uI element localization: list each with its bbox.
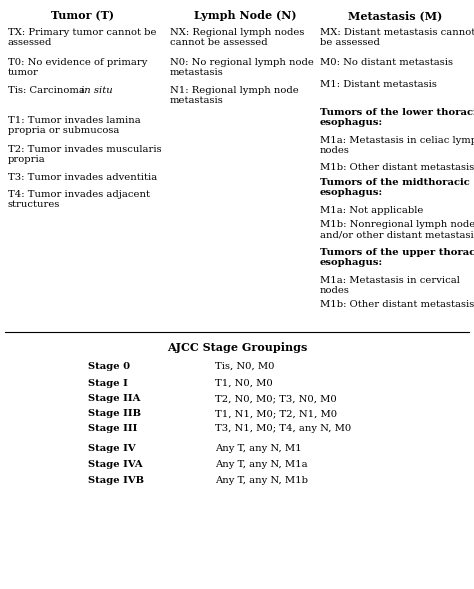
Text: AJCC Stage Groupings: AJCC Stage Groupings xyxy=(167,342,307,353)
Text: T3: Tumor invades adventitia: T3: Tumor invades adventitia xyxy=(8,173,157,182)
Text: M0: No distant metastasis: M0: No distant metastasis xyxy=(320,58,453,67)
Text: M1: Distant metastasis: M1: Distant metastasis xyxy=(320,80,437,89)
Text: T1, N0, M0: T1, N0, M0 xyxy=(215,379,273,388)
Text: N0: No regional lymph node
metastasis: N0: No regional lymph node metastasis xyxy=(170,58,314,77)
Text: Stage IIB: Stage IIB xyxy=(88,409,141,418)
Text: Tumors of the upper thoracic
esophagus:: Tumors of the upper thoracic esophagus: xyxy=(320,248,474,267)
Text: T0: No evidence of primary
tumor: T0: No evidence of primary tumor xyxy=(8,58,147,77)
Text: Stage IV: Stage IV xyxy=(88,444,136,453)
Text: Lymph Node (N): Lymph Node (N) xyxy=(194,10,296,21)
Text: Metastasis (M): Metastasis (M) xyxy=(348,10,442,21)
Text: in situ: in situ xyxy=(81,86,113,95)
Text: NX: Regional lymph nodes
cannot be assessed: NX: Regional lymph nodes cannot be asses… xyxy=(170,28,304,47)
Text: Stage III: Stage III xyxy=(88,424,137,433)
Text: Tumor (T): Tumor (T) xyxy=(52,10,115,21)
Text: M1b: Other distant metastasis: M1b: Other distant metastasis xyxy=(320,163,474,172)
Text: Tumors of the midthoracic
esophagus:: Tumors of the midthoracic esophagus: xyxy=(320,178,470,197)
Text: T4: Tumor invades adjacent
structures: T4: Tumor invades adjacent structures xyxy=(8,190,150,210)
Text: Tumors of the lower thoracic
esophagus:: Tumors of the lower thoracic esophagus: xyxy=(320,108,474,127)
Text: Any T, any N, M1: Any T, any N, M1 xyxy=(215,444,301,453)
Text: Stage 0: Stage 0 xyxy=(88,362,130,371)
Text: T1, N1, M0; T2, N1, M0: T1, N1, M0; T2, N1, M0 xyxy=(215,409,337,418)
Text: M1b: Other distant metastasis: M1b: Other distant metastasis xyxy=(320,300,474,309)
Text: Tis: Carcinoma: Tis: Carcinoma xyxy=(8,86,88,95)
Text: Stage IVB: Stage IVB xyxy=(88,476,144,485)
Text: Any T, any N, M1a: Any T, any N, M1a xyxy=(215,460,308,469)
Text: M1a: Metastasis in celiac lymph
nodes: M1a: Metastasis in celiac lymph nodes xyxy=(320,136,474,155)
Text: M1b: Nonregional lymph nodes
and/or other distant metastasis: M1b: Nonregional lymph nodes and/or othe… xyxy=(320,220,474,239)
Text: TX: Primary tumor cannot be
assessed: TX: Primary tumor cannot be assessed xyxy=(8,28,156,47)
Text: M1a: Not applicable: M1a: Not applicable xyxy=(320,206,423,215)
Text: T3, N1, M0; T4, any N, M0: T3, N1, M0; T4, any N, M0 xyxy=(215,424,351,433)
Text: M1a: Metastasis in cervical
nodes: M1a: Metastasis in cervical nodes xyxy=(320,276,460,296)
Text: Stage IVA: Stage IVA xyxy=(88,460,143,469)
Text: T1: Tumor invades lamina
propria or submucosa: T1: Tumor invades lamina propria or subm… xyxy=(8,116,141,135)
Text: Stage IIA: Stage IIA xyxy=(88,394,140,403)
Text: Any T, any N, M1b: Any T, any N, M1b xyxy=(215,476,308,485)
Text: N1: Regional lymph node
metastasis: N1: Regional lymph node metastasis xyxy=(170,86,299,105)
Text: T2, N0, M0; T3, N0, M0: T2, N0, M0; T3, N0, M0 xyxy=(215,394,337,403)
Text: MX: Distant metastasis cannot
be assessed: MX: Distant metastasis cannot be assesse… xyxy=(320,28,474,47)
Text: Stage I: Stage I xyxy=(88,379,128,388)
Text: T2: Tumor invades muscularis
propria: T2: Tumor invades muscularis propria xyxy=(8,145,162,164)
Text: Tis, N0, M0: Tis, N0, M0 xyxy=(215,362,274,371)
